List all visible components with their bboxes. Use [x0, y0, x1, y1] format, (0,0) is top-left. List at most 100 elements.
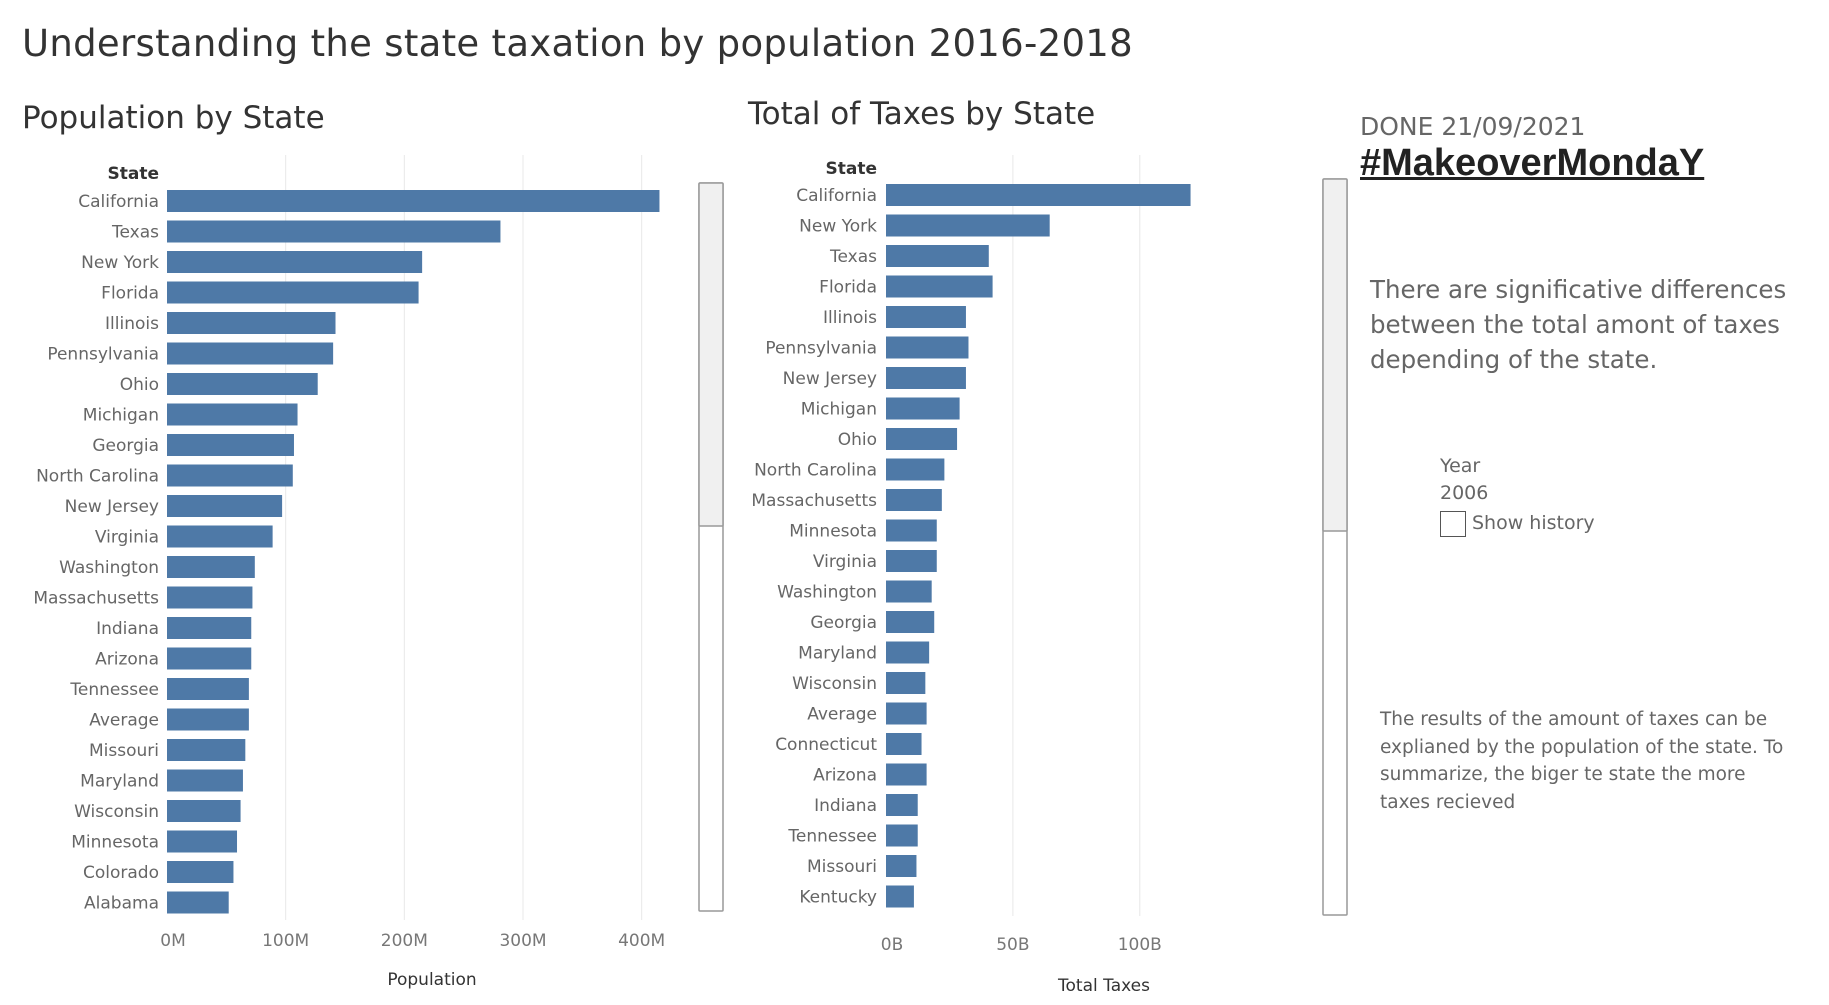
- pop-bar-virginia[interactable]: [167, 526, 273, 548]
- tax-bar-ohio[interactable]: [886, 428, 957, 450]
- tax-bar-wisconsin[interactable]: [886, 672, 925, 694]
- pop-bar-illinois[interactable]: [167, 312, 336, 334]
- tax-bar-kentucky[interactable]: [886, 886, 914, 908]
- tax-state-label-kentucky: Kentucky: [799, 888, 877, 908]
- pop-state-label-massachusetts: Massachusetts: [33, 589, 159, 609]
- tax-state-label-michigan: Michigan: [801, 400, 877, 420]
- tax-scrollbar-thumb[interactable]: [1323, 179, 1347, 531]
- pop-bar-georgia[interactable]: [167, 434, 294, 456]
- show-history-label[interactable]: Show history: [1472, 512, 1595, 534]
- tax-bar-new-york[interactable]: [886, 215, 1050, 237]
- tax-bar-missouri[interactable]: [886, 855, 916, 877]
- tax-row-header: State: [826, 159, 878, 179]
- tax-state-label-georgia: Georgia: [810, 613, 877, 633]
- pop-state-label-illinois: Illinois: [105, 314, 159, 334]
- year-filter-label: Year: [1440, 455, 1480, 477]
- tax-state-label-ohio: Ohio: [838, 430, 877, 450]
- tax-bar-indiana[interactable]: [886, 794, 918, 816]
- tax-bar-california[interactable]: [886, 184, 1191, 206]
- pop-bar-texas[interactable]: [167, 221, 500, 243]
- pop-state-label-arizona: Arizona: [95, 650, 159, 670]
- tax-bar-average[interactable]: [886, 703, 927, 725]
- tax-tick-label: 0B: [881, 935, 903, 955]
- tax-state-label-new-york: New York: [799, 217, 877, 237]
- tax-state-label-average: Average: [807, 705, 877, 725]
- pop-tick-label: 200M: [381, 931, 428, 951]
- pop-axis-title: Population: [387, 970, 476, 990]
- done-date-label: DONE 21/09/2021: [1360, 112, 1585, 141]
- tax-bar-connecticut[interactable]: [886, 733, 922, 755]
- tax-state-label-connecticut: Connecticut: [775, 735, 877, 755]
- pop-state-label-ohio: Ohio: [120, 375, 159, 395]
- tax-plot-area: California New York Texas Florida Illinois Pe…: [751, 155, 1190, 938]
- tax-state-label-florida: Florida: [819, 278, 877, 298]
- pop-bar-ohio[interactable]: [167, 373, 318, 395]
- tax-state-label-colorado: Colorado: [801, 918, 877, 938]
- pop-bar-minnesota[interactable]: [167, 831, 237, 853]
- pop-tick-label: 300M: [499, 931, 546, 951]
- tax-bar-georgia[interactable]: [886, 611, 934, 633]
- tax-state-label-minnesota: Minnesota: [789, 522, 877, 542]
- pop-tick-label: 0M: [160, 931, 185, 951]
- makeover-monday-hashtag[interactable]: #MakeoverMondaY: [1360, 142, 1704, 185]
- tax-bar-arizona[interactable]: [886, 764, 927, 786]
- tax-bar-illinois[interactable]: [886, 306, 966, 328]
- pop-bar-pennsylvania[interactable]: [167, 343, 333, 365]
- tax-state-label-indiana: Indiana: [814, 796, 877, 816]
- tax-bar-north-carolina[interactable]: [886, 459, 944, 481]
- pop-state-label-minnesota: Minnesota: [71, 833, 159, 853]
- pop-bar-average[interactable]: [167, 709, 249, 731]
- tax-state-label-pennsylvania: Pennsylvania: [765, 339, 877, 359]
- pop-state-label-texas: Texas: [111, 223, 159, 243]
- pop-state-label-virginia: Virginia: [95, 528, 159, 548]
- pop-bar-alabama[interactable]: [167, 892, 229, 914]
- pop-bar-missouri[interactable]: [167, 739, 245, 761]
- pop-bar-new-jersey[interactable]: [167, 495, 282, 517]
- pop-bar-michigan[interactable]: [167, 404, 298, 426]
- tax-bar-maryland[interactable]: [886, 642, 929, 664]
- pop-bar-massachusetts[interactable]: [167, 587, 252, 609]
- tax-state-label-california: California: [796, 186, 877, 206]
- pop-bar-washington[interactable]: [167, 556, 255, 578]
- pop-state-label-colorado: Colorado: [83, 863, 159, 883]
- tax-bar-massachusetts[interactable]: [886, 489, 942, 511]
- insight-text: There are significative differences betw…: [1370, 272, 1790, 377]
- pop-bar-north-carolina[interactable]: [167, 465, 293, 487]
- pop-row-header: State: [108, 164, 160, 184]
- pop-state-label-pennsylvania: Pennsylvania: [47, 345, 159, 365]
- pop-state-label-new-jersey: New Jersey: [65, 497, 159, 517]
- pop-state-label-north-carolina: North Carolina: [36, 467, 159, 487]
- tax-bar-pennsylvania[interactable]: [886, 337, 968, 359]
- tax-bar-texas[interactable]: [886, 245, 989, 267]
- tax-bar-michigan[interactable]: [886, 398, 960, 420]
- pop-scrollbar-thumb[interactable]: [699, 183, 723, 526]
- tax-bar-tennessee[interactable]: [886, 825, 918, 847]
- year-filter-value[interactable]: 2006: [1440, 482, 1488, 504]
- tax-state-label-missouri: Missouri: [807, 857, 877, 877]
- tax-state-label-washington: Washington: [777, 583, 877, 603]
- tax-bar-florida[interactable]: [886, 276, 993, 298]
- tax-bar-washington[interactable]: [886, 581, 932, 603]
- pop-bar-indiana[interactable]: [167, 617, 251, 639]
- tax-state-label-north-carolina: North Carolina: [754, 461, 877, 481]
- taxes-chart-title: Total of Taxes by State: [748, 96, 1095, 132]
- pop-bar-new-york[interactable]: [167, 251, 422, 273]
- pop-bar-colorado[interactable]: [167, 861, 233, 883]
- tax-state-label-virginia: Virginia: [813, 552, 877, 572]
- pop-state-label-missouri: Missouri: [89, 741, 159, 761]
- pop-bar-tennessee[interactable]: [167, 678, 249, 700]
- show-history-checkbox[interactable]: [1440, 511, 1466, 537]
- pop-state-label-indiana: Indiana: [96, 619, 159, 639]
- pop-bar-wisconsin[interactable]: [167, 800, 241, 822]
- pop-state-label-alabama: Alabama: [84, 894, 159, 914]
- pop-bar-california[interactable]: [167, 190, 659, 212]
- pop-bar-florida[interactable]: [167, 282, 419, 304]
- tax-bar-minnesota[interactable]: [886, 520, 937, 542]
- pop-bar-maryland[interactable]: [167, 770, 243, 792]
- pop-bar-arizona[interactable]: [167, 648, 251, 670]
- tax-state-label-wisconsin: Wisconsin: [792, 674, 877, 694]
- tax-state-label-illinois: Illinois: [823, 308, 877, 328]
- tax-bar-virginia[interactable]: [886, 550, 937, 572]
- tax-bar-new-jersey[interactable]: [886, 367, 966, 389]
- pop-state-label-michigan: Michigan: [83, 406, 159, 426]
